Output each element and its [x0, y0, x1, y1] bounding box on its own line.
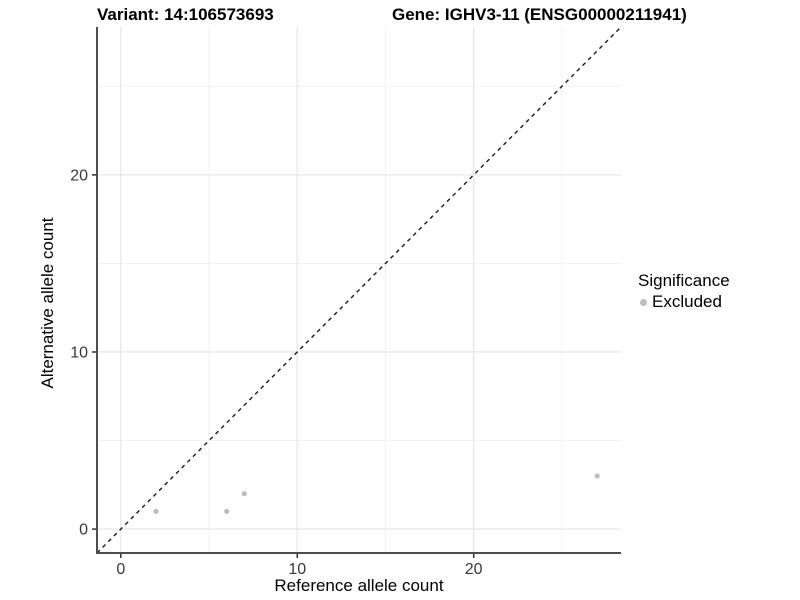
identity-line	[96, 26, 622, 554]
x-tick-label: 20	[465, 561, 483, 578]
y-tick-label: 0	[79, 522, 88, 539]
y-tick-label: 20	[70, 167, 88, 184]
excluded-point-swatch	[640, 298, 647, 306]
y-tick-label: 10	[70, 344, 88, 361]
y-axis-title: Alternative allele count	[38, 217, 57, 389]
legend-title: Significance	[638, 271, 730, 290]
x-axis-title: Reference allele count	[274, 576, 444, 595]
x-tick-label: 0	[116, 561, 125, 578]
x-tick-label: 10	[288, 561, 306, 578]
plot-title-variant: Variant: 14:106573693	[97, 5, 274, 24]
legend-item-label: Excluded	[652, 292, 722, 311]
legend-item-excluded: Excluded	[638, 292, 730, 312]
legend: Significance Excluded	[638, 271, 730, 312]
plot-title-gene: Gene: IGHV3-11 (ENSG00000211941)	[392, 5, 687, 24]
data-point-excluded	[153, 508, 159, 514]
data-point-excluded	[224, 508, 230, 514]
data-point-excluded	[594, 473, 600, 479]
data-point-excluded	[241, 491, 247, 497]
